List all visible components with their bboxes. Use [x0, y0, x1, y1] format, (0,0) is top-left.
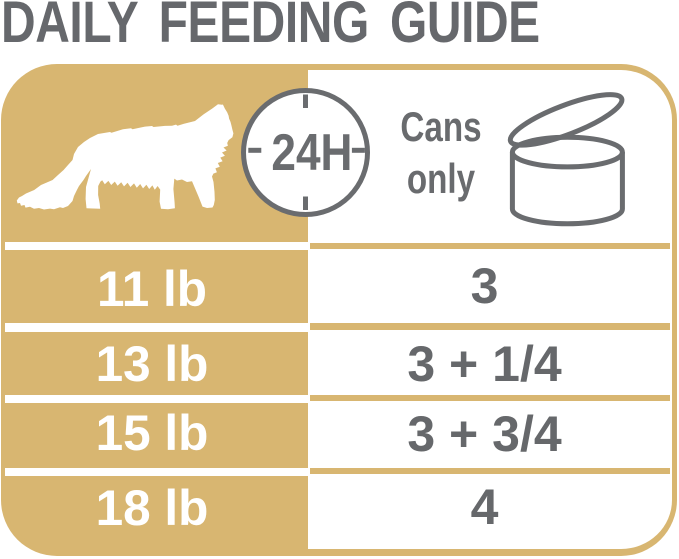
- svg-text:24H: 24H: [271, 124, 352, 182]
